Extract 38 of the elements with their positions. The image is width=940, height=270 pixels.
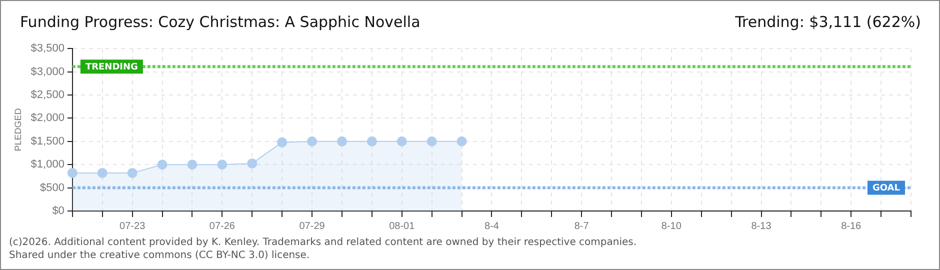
x-tick-label: 8-13: [751, 220, 772, 232]
chart-subtitle: Trending: $3,111 (622%): [735, 13, 921, 31]
x-tick-label: 8-16: [841, 220, 862, 232]
point: [366, 136, 377, 146]
y-tick-label: $500: [40, 182, 64, 194]
y-tick-label: $1,500: [30, 135, 64, 148]
y-tick-label: $2,000: [30, 112, 64, 124]
y-tick-label: $2,500: [30, 89, 64, 102]
y-tick-label: $0: [52, 205, 64, 218]
ref-line-label: TRENDING: [85, 62, 138, 72]
point: [307, 136, 318, 146]
x-tick-label: 07-29: [299, 220, 326, 232]
point: [97, 168, 108, 178]
point: [127, 168, 138, 178]
x-tick-label: 07-26: [209, 220, 236, 232]
text: (c)2026. Additional content provided by K. Kenley. Trademarks and related content are owned by their respective companies.: [9, 237, 637, 248]
x-tick-label: 8-10: [661, 220, 682, 232]
x-tick-label: 8-7: [574, 220, 590, 232]
point: [426, 136, 437, 146]
y-tick-label: $1,000: [30, 158, 64, 171]
point: [157, 160, 168, 170]
text: Shared under the creative commons (CC BY-NC 3.0) license.: [9, 250, 310, 261]
point: [396, 136, 407, 146]
point: [217, 160, 228, 170]
y-tick-label: $3,500: [30, 42, 64, 55]
point: [277, 137, 288, 148]
point: [247, 158, 258, 168]
x-tick-label: 08-01: [389, 220, 416, 232]
chart-title: Funding Progress: Cozy Christmas: A Sapphic Novella: [20, 13, 420, 31]
point: [187, 160, 198, 170]
x-tick-label: 07-23: [120, 220, 146, 232]
y-axis-title: PLEDGED: [12, 108, 23, 152]
point: [456, 136, 467, 146]
x-tick-label: 8-4: [484, 220, 500, 232]
point: [67, 168, 78, 178]
y-tick-label: $3,000: [30, 66, 64, 78]
point: [336, 136, 347, 146]
ref-line-label: GOAL: [872, 184, 900, 194]
